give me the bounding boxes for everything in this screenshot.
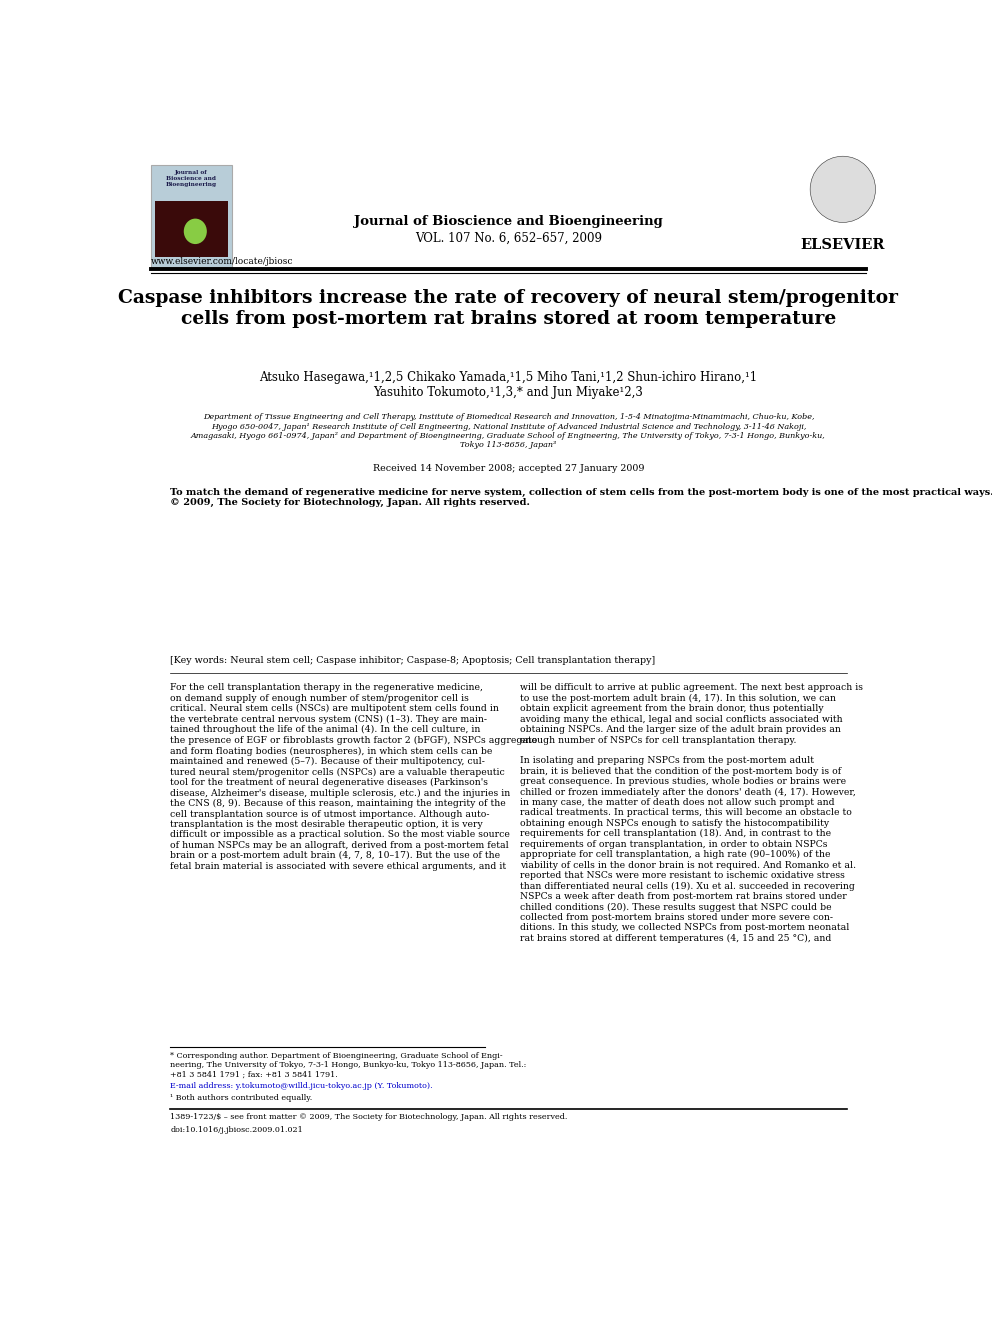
Text: Received 14 November 2008; accepted 27 January 2009: Received 14 November 2008; accepted 27 J… xyxy=(373,464,644,474)
Text: ELSEVIER: ELSEVIER xyxy=(801,238,885,253)
Text: Journal of
Bioscience and
Bioengineering: Journal of Bioscience and Bioengineering xyxy=(166,169,217,187)
Ellipse shape xyxy=(184,218,207,243)
FancyBboxPatch shape xyxy=(155,201,228,257)
Text: Caspase inhibitors increase the rate of recovery of neural stem/progenitor
cells: Caspase inhibitors increase the rate of … xyxy=(118,290,899,328)
Text: will be difficult to arrive at public agreement. The next best approach is
to us: will be difficult to arrive at public ag… xyxy=(520,684,863,943)
Text: 1389-1723/$ – see front matter © 2009, The Society for Biotechnology, Japan. All: 1389-1723/$ – see front matter © 2009, T… xyxy=(171,1113,567,1122)
FancyBboxPatch shape xyxy=(151,165,231,267)
Text: doi:10.1016/j.jbiosc.2009.01.021: doi:10.1016/j.jbiosc.2009.01.021 xyxy=(171,1126,303,1134)
Text: Department of Tissue Engineering and Cell Therapy, Institute of Biomedical Resea: Department of Tissue Engineering and Cel… xyxy=(191,413,825,448)
Text: www.elsevier.com/locate/jbiosc: www.elsevier.com/locate/jbiosc xyxy=(151,257,294,266)
Text: VOL. 107 No. 6, 652–657, 2009: VOL. 107 No. 6, 652–657, 2009 xyxy=(415,232,602,245)
Text: E-mail address: y.tokumoto@willd.jicu-tokyo.ac.jp (Y. Tokumoto).: E-mail address: y.tokumoto@willd.jicu-to… xyxy=(171,1082,433,1090)
Text: For the cell transplantation therapy in the regenerative medicine,
on demand sup: For the cell transplantation therapy in … xyxy=(171,684,538,871)
Text: ¹ Both authors contributed equally.: ¹ Both authors contributed equally. xyxy=(171,1094,312,1102)
Ellipse shape xyxy=(810,156,876,222)
Text: [Key words: Neural stem cell; Caspase inhibitor; Caspase-8; Apoptosis; Cell tran: [Key words: Neural stem cell; Caspase in… xyxy=(171,656,656,665)
Text: Journal of Bioscience and Bioengineering: Journal of Bioscience and Bioengineering xyxy=(354,214,663,228)
Text: Atsuko Hasegawa,¹1,2,5 Chikako Yamada,¹1,5 Miho Tani,¹1,2 Shun-ichiro Hirano,¹1
: Atsuko Hasegawa,¹1,2,5 Chikako Yamada,¹1… xyxy=(259,370,758,398)
Text: * Corresponding author. Department of Bioengineering, Graduate School of Engi-
n: * Corresponding author. Department of Bi… xyxy=(171,1052,527,1078)
Text: To match the demand of regenerative medicine for nerve system, collection of ste: To match the demand of regenerative medi… xyxy=(171,488,992,507)
